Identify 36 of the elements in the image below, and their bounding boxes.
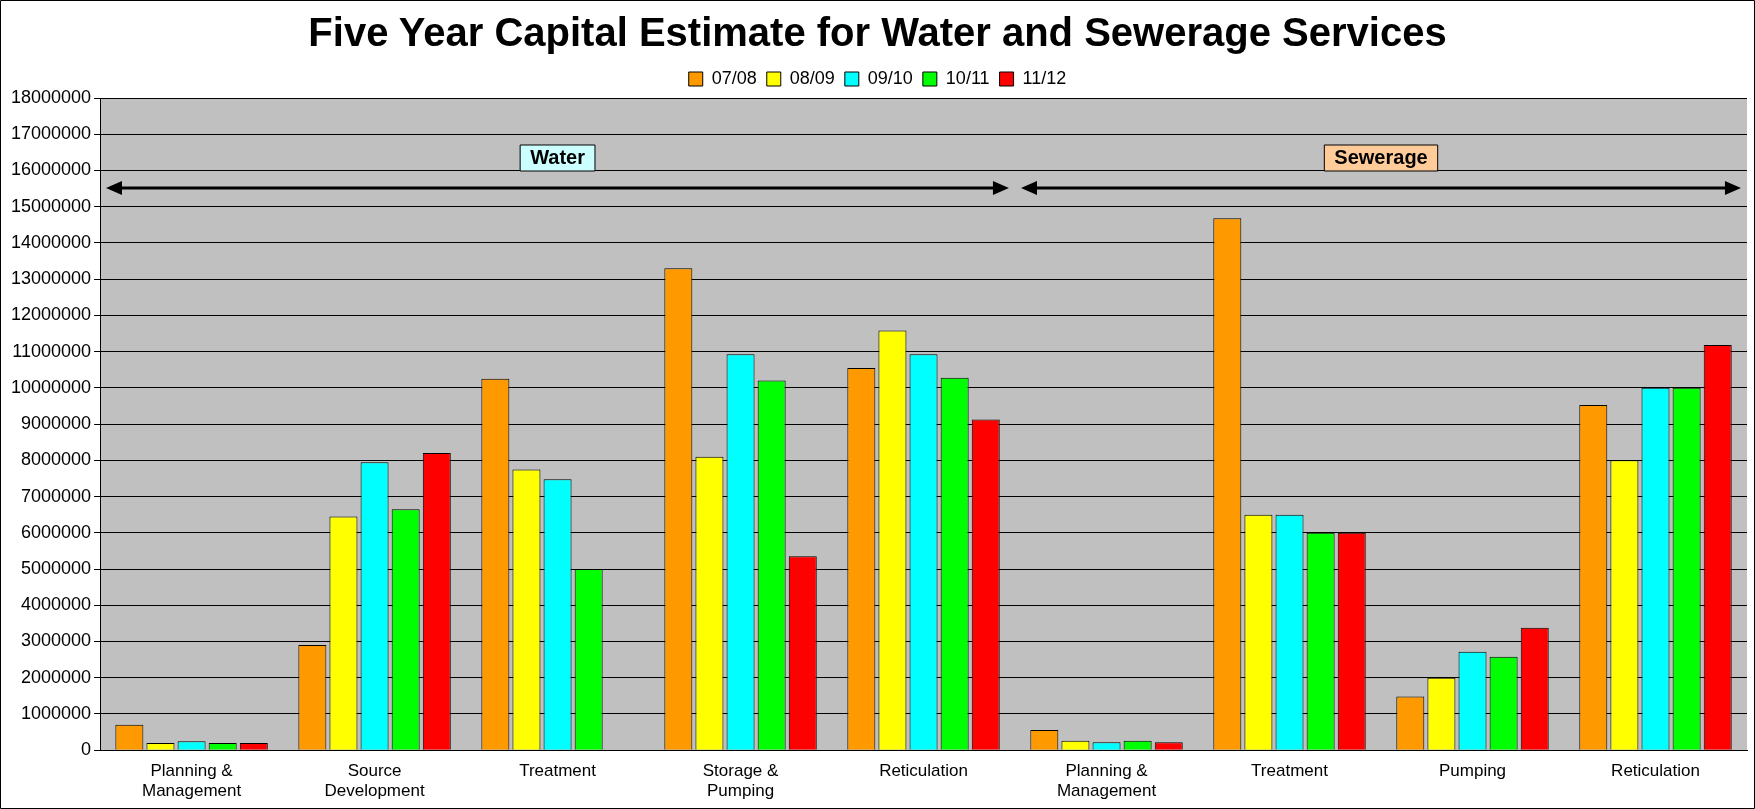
y-tick-label: 7000000 (21, 485, 92, 506)
y-tick-label: 18000000 (10, 86, 92, 107)
x-tick-label: Source Development (324, 761, 425, 801)
y-tick-label: 9000000 (21, 413, 92, 434)
y-tick-label: 15000000 (10, 195, 92, 216)
legend-label: 07/08 (711, 67, 757, 88)
y-tick-label: 0 (81, 739, 92, 760)
x-tick-label: Treatment (1251, 761, 1329, 781)
x-tick-label: Planning & Management (141, 761, 242, 801)
y-tick-label: 8000000 (21, 449, 92, 470)
legend-label: 08/09 (789, 67, 835, 88)
y-tick-label: 1000000 (21, 702, 92, 723)
y-tick-label: 10000000 (10, 376, 92, 397)
y-tick-label: 14000000 (10, 231, 92, 252)
legend-label: 11/12 (1022, 67, 1067, 88)
y-tick-label: 2000000 (21, 666, 92, 687)
x-tick-label: Planning & Management (1056, 761, 1157, 801)
y-tick-label: 16000000 (10, 159, 92, 180)
x-tick-label: Storage & Pumping (702, 761, 780, 801)
legend-label: 09/10 (867, 67, 913, 88)
y-tick-label: 5000000 (21, 558, 92, 578)
annotation: Water (530, 145, 586, 168)
x-tick-label: Reticulation (1611, 761, 1700, 781)
y-tick-label: 17000000 (10, 123, 92, 144)
y-tick-label: 4000000 (21, 594, 92, 615)
annotation: Sewerage (1334, 145, 1428, 168)
chart-title: Five Year Capital Estimate for Water and Sewerage Services (307, 10, 1448, 55)
y-tick-label: 13000000 (10, 268, 92, 289)
x-tick-label: Treatment (519, 761, 597, 781)
legend-label: 10/11 (945, 67, 990, 88)
x-tick-label: Reticulation (879, 761, 968, 781)
x-tick-label: Pumping (1438, 761, 1507, 781)
y-tick-label: 6000000 (21, 521, 92, 542)
y-tick-label: 12000000 (10, 304, 92, 325)
y-tick-label: 3000000 (21, 630, 92, 651)
y-tick-label: 11000000 (12, 340, 92, 361)
